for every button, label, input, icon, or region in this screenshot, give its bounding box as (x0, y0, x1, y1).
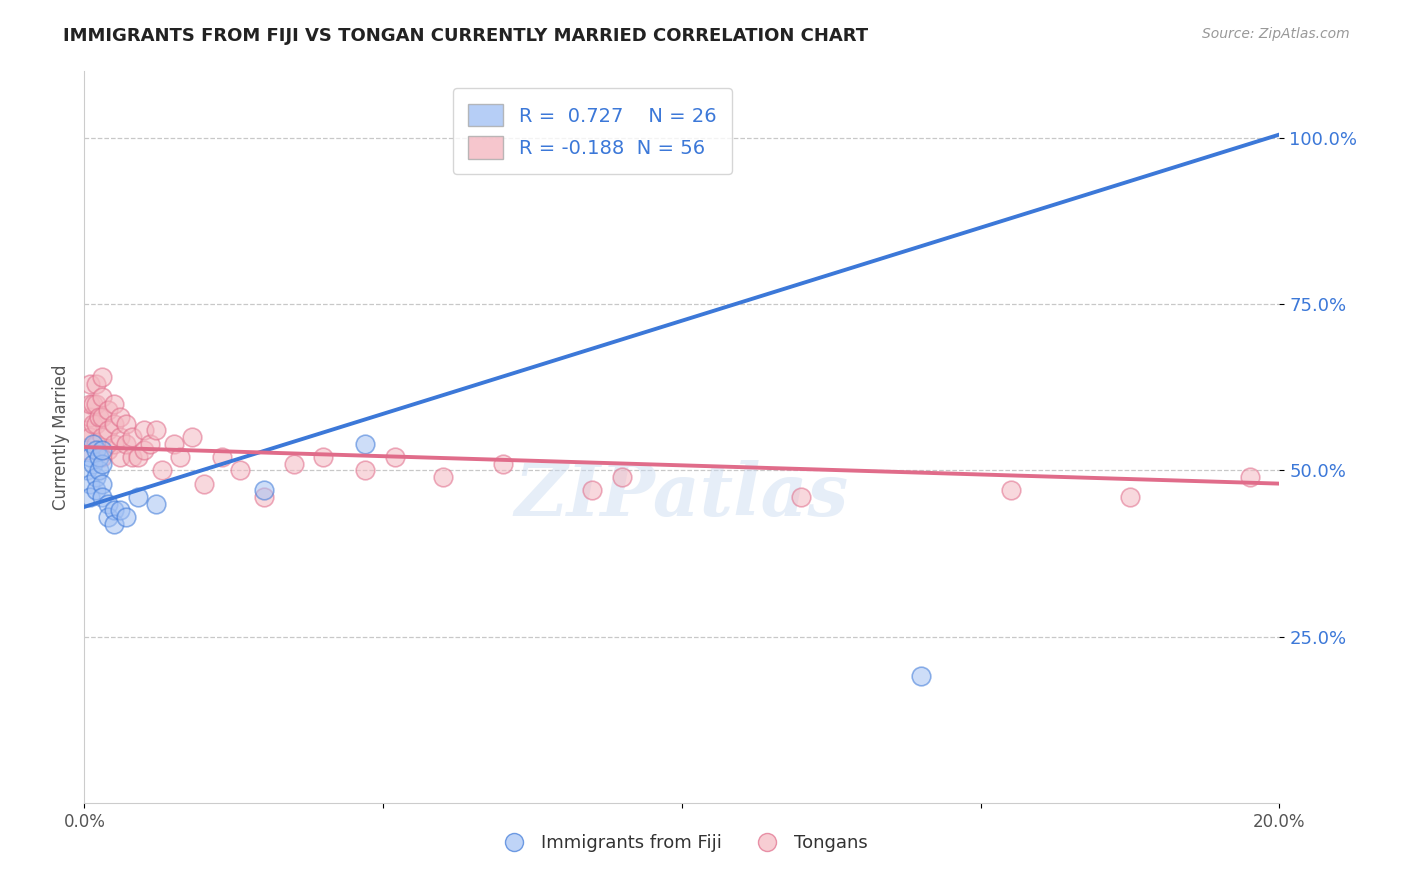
Point (103, 503, 125, 517)
Point (97, 443, 120, 458)
Point (97, 403, 120, 417)
Legend: Immigrants from Fiji, Tongans: Immigrants from Fiji, Tongans (489, 827, 875, 860)
Point (79, 397, 101, 411)
Point (97, 497, 120, 511)
Point (432, 470, 454, 484)
Point (384, 450, 406, 464)
Point (79, 490, 101, 504)
Point (790, 490, 813, 504)
Text: ZIPatlas: ZIPatlas (515, 460, 849, 531)
Point (132, 443, 156, 458)
Point (283, 457, 305, 471)
Point (79, 410, 101, 425)
Point (86, 443, 108, 458)
Point (115, 509, 138, 524)
Point (91, 390, 114, 404)
Point (145, 497, 167, 511)
Point (121, 430, 143, 444)
Point (910, 669, 932, 683)
Point (312, 450, 335, 464)
Point (86, 417, 108, 431)
Point (492, 457, 515, 471)
Point (91, 476, 114, 491)
Point (612, 470, 634, 484)
Point (89, 450, 111, 464)
Point (211, 450, 233, 464)
Point (79, 430, 101, 444)
Point (103, 417, 125, 431)
Point (79, 476, 101, 491)
Point (79, 450, 101, 464)
Text: Source: ZipAtlas.com: Source: ZipAtlas.com (1202, 27, 1350, 41)
Point (110, 450, 132, 464)
Point (1239, 470, 1261, 484)
Point (86, 397, 108, 411)
Point (89, 463, 111, 477)
Point (253, 483, 276, 498)
Point (91, 443, 114, 458)
Point (97, 509, 120, 524)
Point (82, 397, 104, 411)
Point (86, 436, 108, 450)
Point (253, 490, 276, 504)
Point (127, 490, 149, 504)
Point (91, 450, 114, 464)
Point (86, 483, 108, 498)
Point (115, 436, 138, 450)
Point (91, 370, 114, 384)
Y-axis label: Currently Married: Currently Married (52, 364, 70, 510)
Point (97, 424, 120, 438)
Point (132, 424, 156, 438)
Point (86, 376, 108, 391)
Point (103, 516, 125, 531)
Point (139, 436, 162, 450)
Point (228, 463, 252, 477)
Point (581, 483, 603, 498)
Text: IMMIGRANTS FROM FIJI VS TONGAN CURRENTLY MARRIED CORRELATION CHART: IMMIGRANTS FROM FIJI VS TONGAN CURRENTLY… (63, 27, 869, 45)
Point (115, 417, 138, 431)
Point (82, 457, 104, 471)
Point (91, 490, 114, 504)
Point (150, 463, 173, 477)
Point (121, 450, 143, 464)
Point (1000, 483, 1022, 498)
Point (103, 397, 125, 411)
Point (86, 470, 108, 484)
Point (82, 417, 104, 431)
Point (89, 410, 111, 425)
Point (163, 436, 186, 450)
Point (91, 430, 114, 444)
Point (76, 463, 98, 477)
Point (76, 443, 98, 458)
Point (110, 410, 132, 425)
Point (91, 410, 114, 425)
Point (354, 463, 377, 477)
Point (169, 450, 191, 464)
Point (103, 436, 125, 450)
Point (79, 376, 101, 391)
Point (181, 430, 204, 444)
Point (91, 457, 114, 471)
Point (110, 503, 132, 517)
Point (1119, 490, 1142, 504)
Point (193, 476, 215, 491)
Point (76, 424, 98, 438)
Point (354, 436, 377, 450)
Point (82, 436, 104, 450)
Point (127, 450, 149, 464)
Point (145, 424, 167, 438)
Point (110, 430, 132, 444)
